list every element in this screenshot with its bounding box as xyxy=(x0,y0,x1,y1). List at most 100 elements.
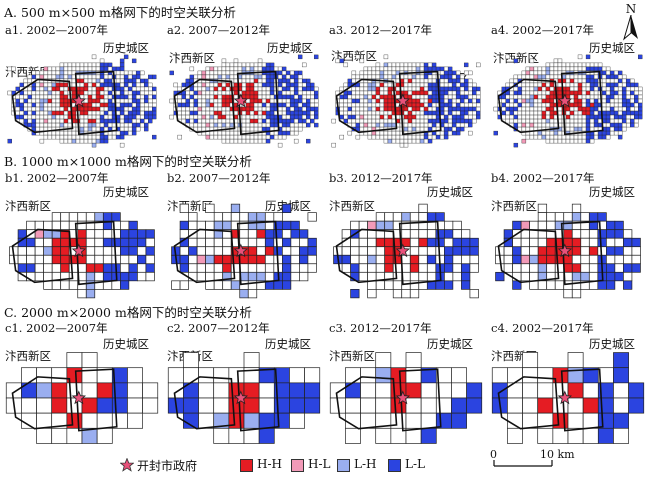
grid-cell xyxy=(420,382,437,399)
grid-cell xyxy=(11,66,16,72)
grid-cell xyxy=(135,106,141,112)
grid-cell xyxy=(27,102,33,108)
grid-cell xyxy=(289,110,295,116)
grid-cell xyxy=(529,86,535,92)
grid-cell xyxy=(375,98,381,104)
grid-cell xyxy=(91,102,97,108)
grid-cell xyxy=(375,397,392,414)
grid-cell xyxy=(427,122,433,128)
grid-cell xyxy=(467,114,473,120)
grid-cell xyxy=(94,212,104,222)
grid-cell xyxy=(51,220,62,231)
grid-cell xyxy=(405,397,422,414)
grid-cell xyxy=(209,90,215,96)
grid-cell xyxy=(297,106,303,112)
grid-cell xyxy=(459,114,465,120)
grid-cell xyxy=(51,98,57,104)
grid-cell xyxy=(580,254,590,265)
grid-cell xyxy=(289,78,295,84)
grid-cell xyxy=(557,90,563,96)
grid-cell xyxy=(461,229,471,239)
grid-cell xyxy=(43,280,53,290)
grid-cell xyxy=(265,90,271,96)
grid-cell xyxy=(293,94,299,100)
grid-cell xyxy=(585,94,591,100)
grid-cell xyxy=(217,70,223,76)
grid-cell xyxy=(577,110,583,116)
grid-cell xyxy=(545,130,551,136)
grid-cell xyxy=(585,118,591,124)
grid-cell xyxy=(297,82,303,88)
grid-cell xyxy=(51,70,57,76)
grid-cell xyxy=(501,94,507,100)
grid-cell xyxy=(119,66,125,72)
grid-cell xyxy=(221,98,227,104)
grid-cell xyxy=(358,263,369,273)
grid-cell xyxy=(230,271,241,282)
grid-cell xyxy=(533,122,539,128)
grid-cell xyxy=(181,98,187,104)
grid-cell xyxy=(249,74,255,80)
government-star-icon xyxy=(557,93,573,108)
grid-cell xyxy=(285,106,291,112)
grid-cell xyxy=(452,237,462,248)
grid-cell xyxy=(59,70,65,76)
grid-cell xyxy=(359,82,365,88)
grid-cell xyxy=(415,102,421,108)
grid-cell xyxy=(383,138,389,144)
grid-cell xyxy=(111,122,117,128)
grid-cell xyxy=(145,246,155,256)
grid-cell xyxy=(111,212,121,222)
grid-cell xyxy=(43,263,53,273)
grid-cell xyxy=(345,397,361,414)
grid-cell xyxy=(299,237,309,248)
grid-cell xyxy=(127,106,133,112)
grid-cell xyxy=(299,263,309,273)
grid-cell xyxy=(103,102,109,108)
grid-cell xyxy=(561,62,567,68)
grid-cell xyxy=(343,62,349,68)
grid-cell xyxy=(371,134,377,140)
grid-cell xyxy=(463,78,469,84)
grid-cell xyxy=(198,382,215,399)
grid-cell xyxy=(541,102,547,108)
grid-cell xyxy=(301,106,307,112)
grid-cell xyxy=(577,54,583,60)
grid-cell xyxy=(99,102,105,108)
grid-cell xyxy=(185,114,191,120)
grid-cell xyxy=(91,86,97,92)
grid-cell xyxy=(379,94,385,100)
grid-cell xyxy=(43,110,49,116)
grid-cell xyxy=(411,134,417,140)
grid-cell xyxy=(265,134,271,140)
grid-cell xyxy=(455,90,461,96)
grid-cell xyxy=(439,66,445,72)
grid-cell xyxy=(379,70,385,76)
grid-cell xyxy=(383,122,389,128)
grid-cell xyxy=(343,114,349,120)
grid-cell xyxy=(189,102,195,108)
grid-cell xyxy=(541,118,547,124)
grid-cell xyxy=(427,106,433,112)
grid-cell xyxy=(495,271,505,282)
grid-cell xyxy=(196,246,207,256)
grid-cell xyxy=(537,66,543,72)
grid-cell xyxy=(127,74,133,80)
grid-cell xyxy=(314,122,319,128)
legend-ll-swatch xyxy=(388,459,401,472)
grid-cell xyxy=(245,106,251,112)
grid-cell xyxy=(77,212,87,222)
grid-cell xyxy=(625,94,631,100)
grid-cell xyxy=(379,130,385,136)
grid-cell xyxy=(55,66,61,72)
grid-cell xyxy=(577,122,583,128)
star-icon xyxy=(120,458,134,472)
grid-cell xyxy=(148,106,153,112)
grid-cell xyxy=(387,94,393,100)
grid-cell xyxy=(169,70,174,76)
grid-cell xyxy=(256,237,266,248)
grid-cell xyxy=(391,66,397,72)
grid-cell xyxy=(533,106,539,112)
grid-cell xyxy=(85,237,96,248)
grid-cell xyxy=(367,74,373,80)
